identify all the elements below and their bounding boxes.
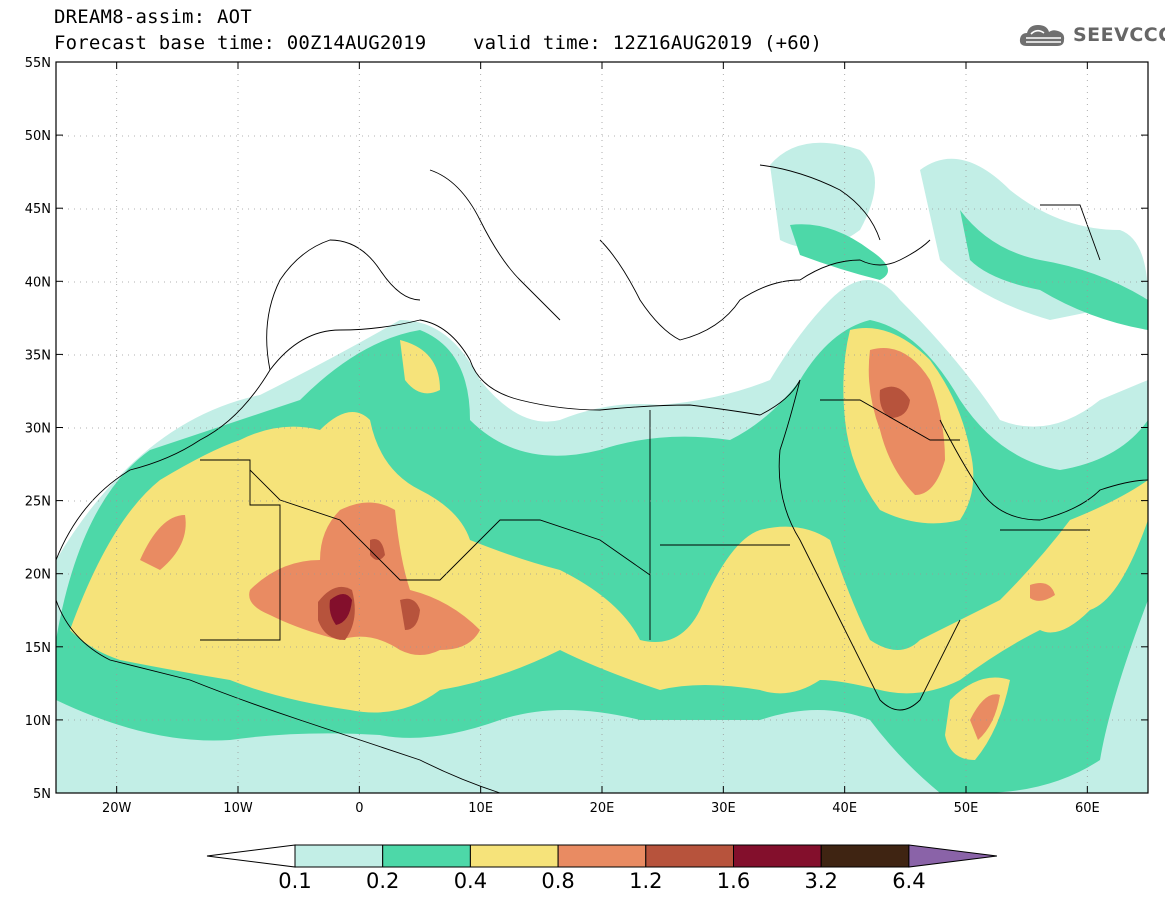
aot-fields: [56, 142, 1148, 793]
colorbar-level-label: 6.4: [892, 869, 925, 893]
map-title: DREAM8-assim: AOT: [54, 6, 252, 28]
lon-tick-label: 40E: [832, 801, 857, 816]
lat-tick-label: 25N: [25, 495, 51, 510]
aot-field-1.2-iraq: [879, 386, 910, 418]
colorbar-swatch: [557, 844, 647, 868]
aot-field-1.6: [329, 594, 352, 625]
colorbar-level-label: 1.2: [629, 869, 662, 893]
colorbar-level-label: 0.8: [541, 869, 574, 893]
lon-tick-label: 60E: [1075, 801, 1100, 816]
grid: [56, 62, 1148, 793]
aot-field-0.8-west: [140, 515, 186, 570]
colorbar-under-triangle: [206, 844, 296, 868]
aot-field-0.8-somalia: [970, 694, 1000, 740]
coastlines-borders: [55, 164, 1149, 794]
colorbar-swatch: [382, 844, 471, 868]
lon-tick-label: 10E: [468, 801, 493, 816]
lat-tick-label: 35N: [25, 348, 51, 363]
colorbar-level-label: 0.2: [366, 869, 399, 893]
aot-field-1.2-niger: [370, 539, 385, 560]
lon-labels: 20W 10W 0 10E 20E 30E 40E 50E 60E: [102, 801, 1100, 816]
colorbar-level-label: 1.6: [717, 869, 750, 893]
colorbar-over-triangle: [908, 844, 997, 868]
colorbar-level-label: 3.2: [804, 869, 837, 893]
lon-tick-label: 20E: [590, 801, 615, 816]
aot-field-0.8-iraq: [868, 348, 945, 495]
colorbar-swatch: [469, 844, 559, 868]
colorbar-swatch: [645, 844, 734, 868]
lat-tick-label: 40N: [25, 275, 51, 290]
lon-tick-label: 30E: [711, 801, 736, 816]
valid-time-label: valid time: 12Z16AUG2019 (+60): [473, 32, 823, 54]
colorbar-level-label: 0.1: [278, 869, 311, 893]
lon-tick-label: 0: [355, 801, 363, 816]
lat-tick-label: 55N: [25, 56, 51, 71]
lat-tick-label: 15N: [25, 641, 51, 656]
lat-tick-label: 30N: [25, 422, 51, 437]
colorbar-labels: 0.1 0.2 0.4 0.8 1.2 1.6 3.2 6.4: [278, 869, 925, 893]
aot-field-0.2-turkey: [790, 224, 888, 280]
lat-tick-label: 50N: [25, 129, 51, 144]
aot-field-0.4-algeria: [400, 340, 440, 394]
aot-field-0.8-oman: [1030, 582, 1055, 601]
lon-tick-label: 20W: [102, 801, 132, 816]
aot-field-1.2-mali: [400, 598, 420, 630]
aot-field-0.1-north: [770, 142, 875, 248]
lat-tick-label: 45N: [25, 202, 51, 217]
colorbar-level-label: 0.4: [454, 869, 487, 893]
base-time-label: Forecast base time: 00Z14AUG2019: [54, 32, 427, 54]
cloud-icon: [1019, 25, 1065, 46]
lon-tick-label: 50E: [954, 801, 979, 816]
lat-tick-label: 20N: [25, 568, 51, 583]
colorbar: [206, 844, 997, 868]
forecast-times: Forecast base time: 00Z14AUG2019 valid t…: [54, 32, 822, 54]
aot-field-0.2-caspian: [960, 210, 1148, 330]
lat-labels: 5N 10N 15N 20N 25N 30N 35N 40N 45N 50N 55N: [25, 56, 51, 802]
colorbar-swatch: [820, 844, 910, 868]
lon-tick-label: 10W: [223, 801, 253, 816]
aot-field-0.8: [249, 502, 480, 655]
colorbar-swatch: [294, 844, 384, 868]
logo-text: SEEVCCC: [1073, 24, 1165, 46]
colorbar-swatch: [733, 844, 822, 868]
seevccc-logo: SEEVCCC: [1017, 20, 1165, 50]
axis-ticks: [56, 61, 1148, 794]
lat-tick-label: 10N: [25, 714, 51, 729]
lat-tick-label: 5N: [33, 787, 51, 802]
